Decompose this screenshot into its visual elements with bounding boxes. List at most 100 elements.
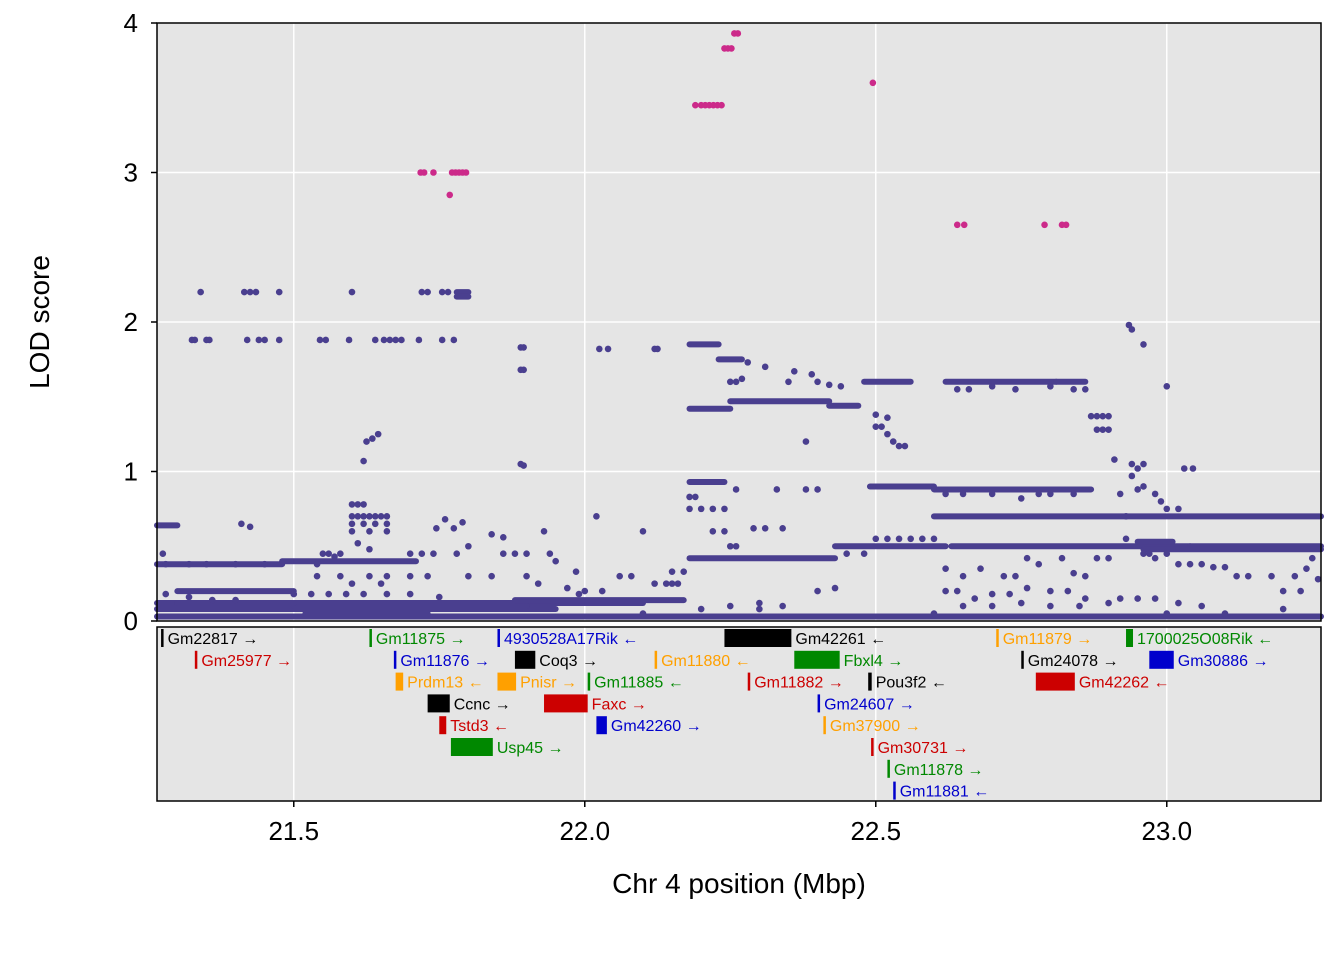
lod-point [246,288,254,296]
gene-label: Usp45 → [497,740,564,757]
lod-point [953,385,961,393]
lod-point [988,590,996,598]
lod-point [348,513,356,520]
lod-point [604,345,612,353]
lod-point [345,336,353,344]
lod-point [1233,572,1240,580]
lod-point [374,430,382,438]
lod-point [674,580,682,587]
gene-bar [794,650,840,669]
lod-point [1093,412,1101,420]
gene-label: Gm42262 ← [1079,675,1170,692]
lod-point [1128,326,1136,333]
lod-point [380,336,388,344]
lod-point [680,568,688,575]
gene-label: Ccnc → [454,696,511,713]
lod-point [354,513,362,520]
lod-point [366,572,373,580]
lod-point [575,590,583,598]
lod-point-highlight [728,45,735,52]
lod-point [598,587,606,595]
lod-point [360,590,367,598]
lod-point [596,345,603,353]
lod-point [779,525,786,532]
lod-point-highlight [692,101,699,109]
lod-point [1023,554,1031,562]
lod-point [520,462,527,469]
lod-point [988,382,996,390]
lod-point [872,411,880,418]
gene-frame [156,626,1322,802]
lod-point [884,414,891,421]
lod-point [872,423,880,430]
lod-point [406,572,414,580]
lod-point [721,505,728,513]
gene-label: Gm11881 ← [900,784,990,801]
gene-bar [587,672,591,691]
gene-bar [497,672,517,691]
lod-point [738,375,746,383]
lod-point [1093,554,1101,562]
lod-point [232,596,239,604]
x-tick-label: 22.0 [559,816,610,846]
lod-point [1081,385,1089,393]
lod-point [406,590,414,598]
lod-point [206,336,213,344]
lod-point [418,550,426,558]
lod-point [564,584,571,592]
lod-point [488,572,495,580]
lod-point [668,580,676,587]
x-tick-label: 21.5 [268,816,319,846]
lod-point [1105,599,1112,607]
lod-point [1017,495,1025,502]
lod-point [316,336,324,344]
lod-point [1175,505,1182,513]
x-axis: 21.5 22.0 22.5 23.0 [268,801,1192,846]
lod-point [843,550,850,558]
lod-point-highlight [869,79,877,87]
lod-point [424,288,431,296]
gene-label: Faxc → [592,696,647,713]
lod-point [371,336,379,344]
lod-point [1116,490,1124,498]
lod-point [1099,426,1107,433]
lod-point [517,366,525,374]
lod-point [732,378,740,386]
lod-point [325,550,332,558]
gene-bar [887,759,890,778]
lod-point [1198,602,1205,610]
lod-point [697,605,705,613]
lod-point [424,572,431,580]
lod-point [275,288,283,296]
lod-point [1058,554,1066,562]
gene-bar [194,650,198,669]
lod-point [441,516,449,523]
gene-bar [596,716,607,735]
lod-point [639,610,647,617]
lod-point [371,513,379,520]
gene-bar [1126,629,1134,647]
lod-point-highlight [1041,221,1048,229]
lod-point [360,501,367,508]
lod-point [406,550,414,558]
lod-point [686,505,693,513]
lod-point [814,486,821,493]
lod-point [1035,490,1043,498]
lod-point [726,378,734,386]
gene-bar [369,629,372,647]
lod-point [337,572,344,580]
y-tick-label: 3 [124,158,138,188]
gene-label: Gm42261 ← [795,631,886,648]
gene-bar [393,650,397,669]
lod-point [761,525,769,532]
lod-point [732,542,740,550]
lod-point [1198,560,1205,568]
gene-label: Gm11880 ← [661,653,751,670]
lod-point [1081,595,1089,602]
gene-label: Prdm13 ← [407,675,483,692]
lod-point [831,584,839,592]
lod-point [1146,550,1153,558]
lod-point [552,557,559,565]
gene-label: Gm11876 → [400,653,490,670]
